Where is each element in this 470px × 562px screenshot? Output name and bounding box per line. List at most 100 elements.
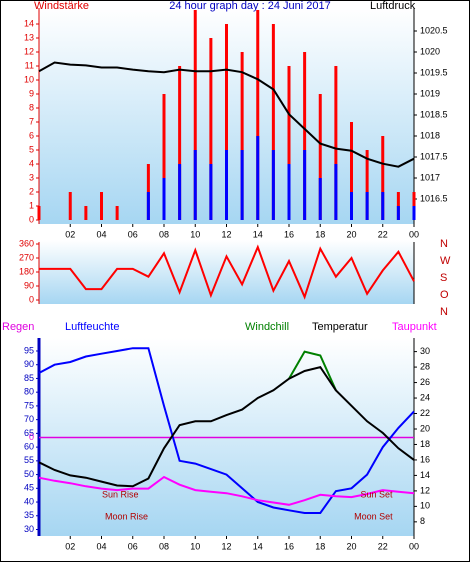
y2-tick-label: 1017.5 [420,151,448,161]
bar [100,192,103,220]
y-tick-label: 5 [29,144,34,154]
direction-label: W [440,255,451,267]
line [39,244,415,300]
bar [287,164,291,220]
y-tick-label: 95 [24,345,34,355]
x-tick-label: 14 [253,541,263,551]
bar [396,206,400,220]
x-tick-label: 06 [128,541,138,551]
y-tick-label: 11 [25,60,34,70]
bar [178,164,182,220]
bar [365,192,369,220]
bar [225,150,228,220]
chart-title: 24 hour graph day : 24 Juni 2017 [169,0,330,12]
y-tick-label: 0 [29,214,34,224]
bar [146,192,150,220]
y-tick-label: 12 [24,46,34,56]
line [38,365,415,488]
x-tick-label: 22 [378,229,388,239]
line [288,350,337,391]
x-tick-label: 20 [346,541,356,551]
y-tick-label: 360 [19,238,34,248]
y-tick-label: 6 [29,130,34,140]
x-tick-label: 04 [96,229,106,239]
panel-direction [39,240,414,304]
y2-tick-label: 1019.5 [420,67,448,77]
bar [350,122,353,220]
y2-tick-label: 14 [420,470,430,480]
x-tick-label: 04 [96,541,106,551]
y-tick-label: 65 [24,428,34,438]
bar [365,150,369,220]
y-tick-label: 80 [24,387,34,397]
bar [381,136,385,220]
y-tick-label: 45 [24,483,34,493]
y2-tick-label: 1018.5 [420,109,448,119]
x-tick-label: 16 [284,541,294,551]
bar [37,206,41,220]
y2-tick-label: 10 [420,501,430,511]
legend-entry: Taupunkt [392,321,437,333]
x-tick-label: 08 [159,541,169,551]
bar [412,206,416,220]
direction-label: O [440,289,449,301]
legend-entry: Windchill [245,321,289,333]
y2-tick-label: 1020 [420,46,440,56]
y2-label: Luftdruck [370,0,416,12]
x-tick-label: 12 [221,541,231,551]
bar [256,10,260,220]
y-tick-label: 180 [19,266,34,276]
x-tick-label: 06 [128,229,138,239]
x-tick-label: 18 [315,229,325,239]
line [38,475,415,506]
annotation: Moon Set [354,511,393,521]
y-tick-label: 0 [29,294,34,304]
y3-label: Regen [2,321,34,333]
x-tick-label: 12 [221,229,231,239]
y-tick-label: 14 [24,18,34,28]
bar [162,178,166,220]
direction-label: N [440,238,448,250]
y2-tick-label: 20 [420,423,430,433]
bar [115,206,119,220]
y2-tick-label: 30 [420,346,430,356]
bar [256,136,260,220]
y-label: Windstärke [34,0,89,12]
bar [318,94,322,220]
y-tick-label: 55 [24,455,34,465]
x-tick-label: 10 [190,541,200,551]
y-tick-label: 90 [24,359,34,369]
x-tick-label: 08 [159,229,169,239]
y2-tick-label: 22 [420,408,430,418]
bar [193,10,197,220]
bar [240,150,244,220]
bar [287,66,291,220]
y3-tick-label: 0 [29,432,34,442]
bar [240,52,244,220]
y2-tick-label: 12 [420,485,430,495]
bar [303,52,307,220]
x-tick-label: 18 [315,541,325,551]
x-tick-label: 00 [409,541,419,551]
bar [225,24,228,220]
y2-tick-label: 1017 [420,172,440,182]
y-tick-label: 70 [24,414,34,424]
bar [303,150,307,220]
y-tick-label: 9 [29,88,34,98]
bar [381,192,385,220]
y2-tick-label: 1020.5 [420,25,448,35]
bar [350,192,353,220]
y-tick-label: 4 [29,158,34,168]
x-tick-label: 10 [190,229,200,239]
bar [334,164,338,220]
x-tick-label: 14 [253,229,263,239]
annotation: Sun Rise [102,489,139,499]
y-tick-label: 3 [29,172,34,182]
y2-tick-label: 26 [420,377,430,387]
y-tick-label: 13 [24,32,34,42]
legend-entry: Luftfeuchte [65,321,119,333]
y-tick-label: 10 [24,74,34,84]
y2-tick-label: 1018 [420,130,440,140]
bar [271,24,275,220]
